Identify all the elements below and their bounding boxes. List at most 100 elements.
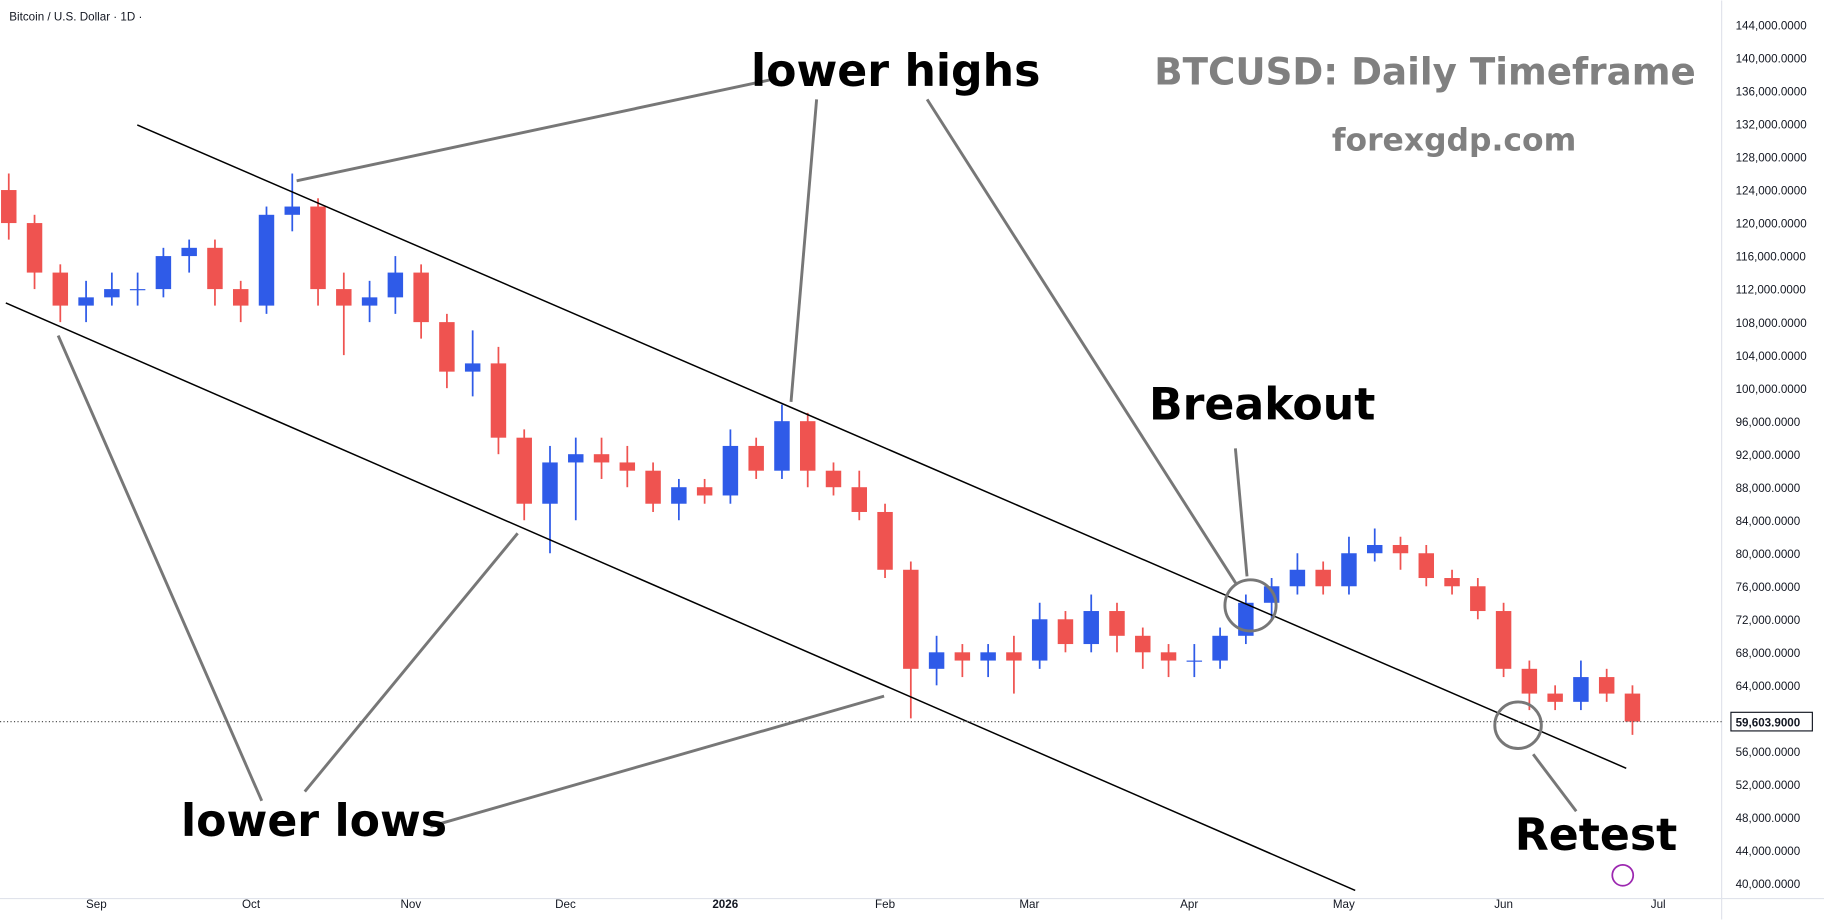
arrow	[430, 694, 885, 828]
candle-body	[1315, 569, 1331, 587]
y-tick-label: 56,000.0000	[1736, 746, 1801, 759]
candle-body	[413, 272, 429, 323]
candle-body	[516, 437, 532, 504]
last-price-tag	[1730, 711, 1813, 732]
arrow	[1233, 448, 1249, 577]
candle-body	[104, 289, 120, 298]
candle-body	[1392, 544, 1409, 554]
candle-body	[774, 421, 790, 471]
candle-body	[568, 454, 584, 463]
candle-body	[1444, 578, 1460, 587]
candle-body	[1212, 635, 1228, 661]
x-tick-label: Oct	[242, 898, 261, 911]
candle-body	[1341, 553, 1357, 587]
y-tick-label: 140,000.0000	[1736, 53, 1808, 66]
candle-body	[1186, 660, 1203, 662]
candle-body	[928, 652, 945, 669]
candle-body	[851, 487, 868, 512]
candle-body	[619, 462, 636, 471]
y-tick-label: 68,000.0000	[1736, 647, 1801, 660]
candle-body	[78, 297, 94, 306]
candle-body	[284, 206, 300, 215]
arrow	[1532, 753, 1578, 813]
y-tick-label: 80,000.0000	[1736, 548, 1801, 561]
y-tick-label: 108,000.0000	[1736, 317, 1808, 330]
candle-body	[980, 652, 996, 661]
candle-body	[207, 247, 223, 290]
candle-body	[310, 206, 326, 290]
candle-body	[1598, 677, 1615, 694]
candle-body	[232, 289, 249, 306]
arrow	[296, 78, 772, 183]
lower-channel	[5, 302, 1356, 892]
candle-body	[129, 289, 146, 291]
candle-body	[1083, 611, 1099, 645]
candle-body	[336, 289, 352, 306]
candle-body	[1624, 693, 1641, 722]
y-tick-label: 44,000.0000	[1736, 845, 1801, 858]
candle-body	[696, 487, 713, 496]
candle-body	[1006, 652, 1022, 661]
arrow	[56, 334, 264, 802]
icon[interactable]	[1611, 863, 1635, 887]
candle-body	[1238, 602, 1254, 636]
retest-circle	[1493, 700, 1543, 750]
candle-body	[1366, 544, 1383, 554]
candle-body	[361, 297, 378, 306]
x-tick-label: Dec	[555, 898, 576, 911]
candle-body	[1109, 611, 1125, 636]
y-tick-label: 128,000.0000	[1736, 152, 1808, 165]
candle-body	[1057, 619, 1074, 645]
y-tick-label: 84,000.0000	[1736, 515, 1801, 528]
x-tick-label: May	[1333, 898, 1355, 911]
candle-body	[464, 363, 481, 372]
candle-body	[52, 272, 69, 306]
y-tick-label: 92,000.0000	[1736, 449, 1801, 462]
y-tick-label: 132,000.0000	[1736, 119, 1808, 132]
candle-body	[181, 247, 197, 257]
candle-body	[542, 462, 558, 504]
candle-body	[1573, 677, 1589, 702]
x-tick-label: Mar	[1019, 898, 1039, 911]
y-tick-label: 100,000.0000	[1736, 383, 1808, 396]
candle-body	[1031, 619, 1048, 661]
candle-body	[748, 445, 764, 471]
y-tick-label: 96,000.0000	[1736, 416, 1801, 429]
candle-body	[1547, 693, 1563, 702]
candle-body	[1289, 569, 1306, 587]
candle-body	[258, 214, 275, 306]
arrow	[303, 532, 519, 793]
x-tick-label: 2026	[712, 898, 738, 911]
annotation: Breakout	[1149, 380, 1375, 431]
y-tick-label: 48,000.0000	[1736, 812, 1801, 825]
chart-subtitle: forexgdp.com	[1332, 122, 1576, 158]
candle-body	[671, 487, 687, 504]
candle-body	[645, 470, 661, 504]
candle-body	[1, 190, 17, 224]
upper-channel	[136, 124, 1627, 769]
candle-body	[799, 421, 816, 471]
annotation: lower highs	[751, 46, 1040, 97]
y-tick-label: 104,000.0000	[1736, 350, 1808, 363]
candle-body	[155, 256, 172, 290]
y-tick-label: 88,000.0000	[1736, 482, 1801, 495]
candle-body	[1135, 635, 1151, 653]
y-tick-label: 120,000.0000	[1736, 218, 1808, 231]
y-tick-label: 40,000.0000	[1736, 878, 1801, 891]
symbol-header: Bitcoin / U.S. Dollar · 1D ·	[9, 10, 142, 23]
candle-body	[593, 454, 610, 463]
candle-body	[903, 569, 919, 669]
x-tick-label: Sep	[86, 898, 107, 911]
candle-body	[1521, 668, 1538, 694]
candle-body	[1470, 586, 1486, 612]
candle-body	[1495, 611, 1512, 669]
candle-body	[1418, 553, 1435, 579]
candle-body	[387, 272, 404, 298]
candle-body	[490, 363, 507, 438]
candle-body	[825, 470, 842, 488]
y-tick-label: 64,000.0000	[1736, 680, 1801, 693]
x-tick-label: Apr	[1180, 898, 1198, 911]
candle-body	[722, 445, 739, 496]
x-tick-label: Feb	[875, 898, 895, 911]
breakout-circle	[1223, 578, 1278, 633]
